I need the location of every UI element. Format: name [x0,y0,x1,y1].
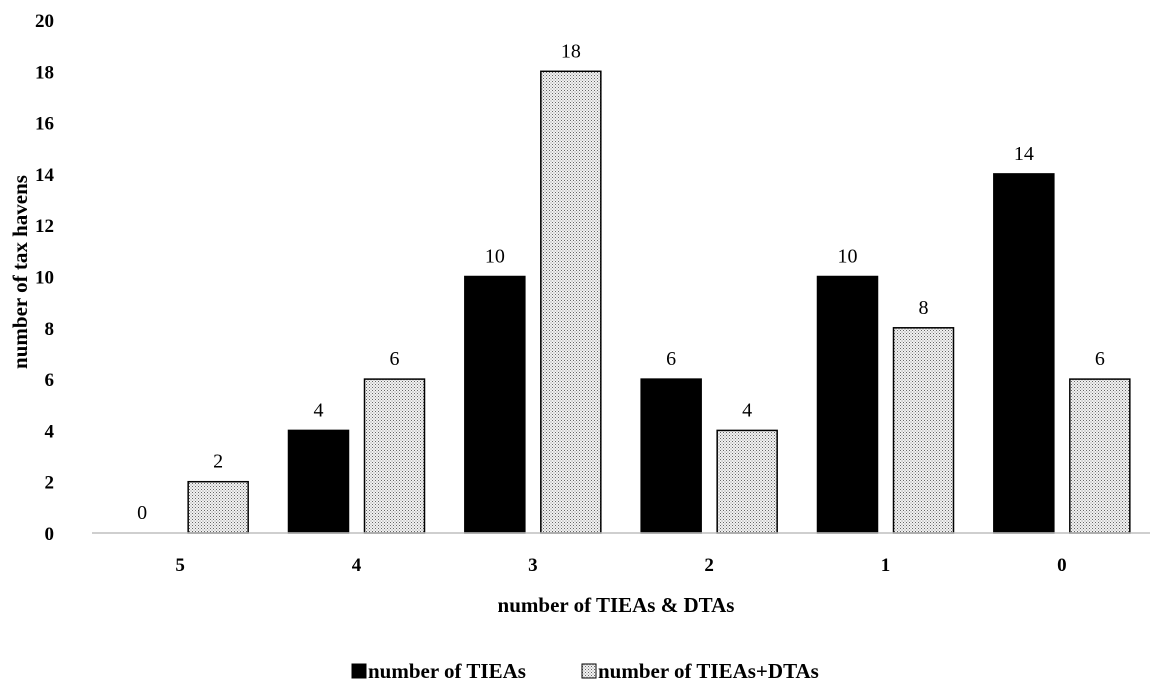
bar-tieas [464,275,526,534]
x-tick-label: 1 [881,555,891,576]
x-tick-label: 4 [352,555,362,576]
legend-swatch-tieas-dtas [581,663,597,679]
x-axis-title: number of TIEAs & DTAs [498,593,735,617]
data-label-tieas: 14 [1014,143,1034,165]
legend: number of TIEAs number of TIEAs+DTAs [351,659,819,683]
bar-tieas-dtas [1069,378,1131,534]
y-tick-label: 4 [45,421,55,442]
x-tick-label: 5 [175,555,185,576]
bar-tieas [287,429,350,534]
legend-label-tieas-dtas: number of TIEAs+DTAs [598,659,819,683]
bar-tieas-dtas [363,378,426,534]
bar-tieas [993,173,1055,534]
bar-tieas-dtas [892,327,955,534]
data-label-tieas: 10 [838,246,858,268]
y-axis-ticks: 0 2 4 6 8 10 12 14 16 18 20 [35,11,55,545]
data-label-tieas-dtas: 18 [561,40,581,62]
y-tick-label: 16 [35,114,54,135]
x-tick-label: 0 [1057,555,1067,576]
data-label-tieas-dtas: 6 [1095,348,1105,370]
data-label-tieas-dtas: 6 [390,348,400,370]
y-tick-label: 14 [35,165,55,186]
y-tick-label: 8 [45,319,55,340]
y-tick-label: 18 [35,62,54,83]
bar-tieas-dtas [187,480,249,534]
bar-tieas [640,378,702,534]
bars-group [187,70,1131,534]
x-tick-label: 3 [528,555,538,576]
bar-tieas [816,275,879,534]
data-label-tieas: 10 [485,246,505,268]
bar-tieas-dtas [716,429,778,534]
value-labels-group: 0 2 4 6 10 18 6 4 10 8 14 6 [137,40,1105,524]
y-tick-label: 12 [35,216,54,237]
data-label-tieas-dtas: 2 [213,451,223,473]
y-tick-label: 10 [35,268,54,289]
y-axis-title: number of tax havens [8,175,32,369]
data-label-tieas-dtas: 8 [919,297,929,319]
legend-swatch-tieas [351,663,367,679]
data-label-tieas: 0 [137,502,147,524]
y-tick-label: 6 [45,370,55,391]
bar-tieas-dtas [540,70,602,534]
y-tick-label: 20 [35,11,54,32]
y-tick-label: 0 [45,524,55,545]
data-label-tieas-dtas: 4 [742,399,752,421]
x-axis-ticks: 5 4 3 2 1 0 [175,555,1066,576]
legend-label-tieas: number of TIEAs [368,659,526,683]
data-label-tieas: 6 [666,348,676,370]
y-tick-label: 2 [45,473,55,494]
x-tick-label: 2 [704,555,714,576]
data-label-tieas: 4 [314,399,324,421]
